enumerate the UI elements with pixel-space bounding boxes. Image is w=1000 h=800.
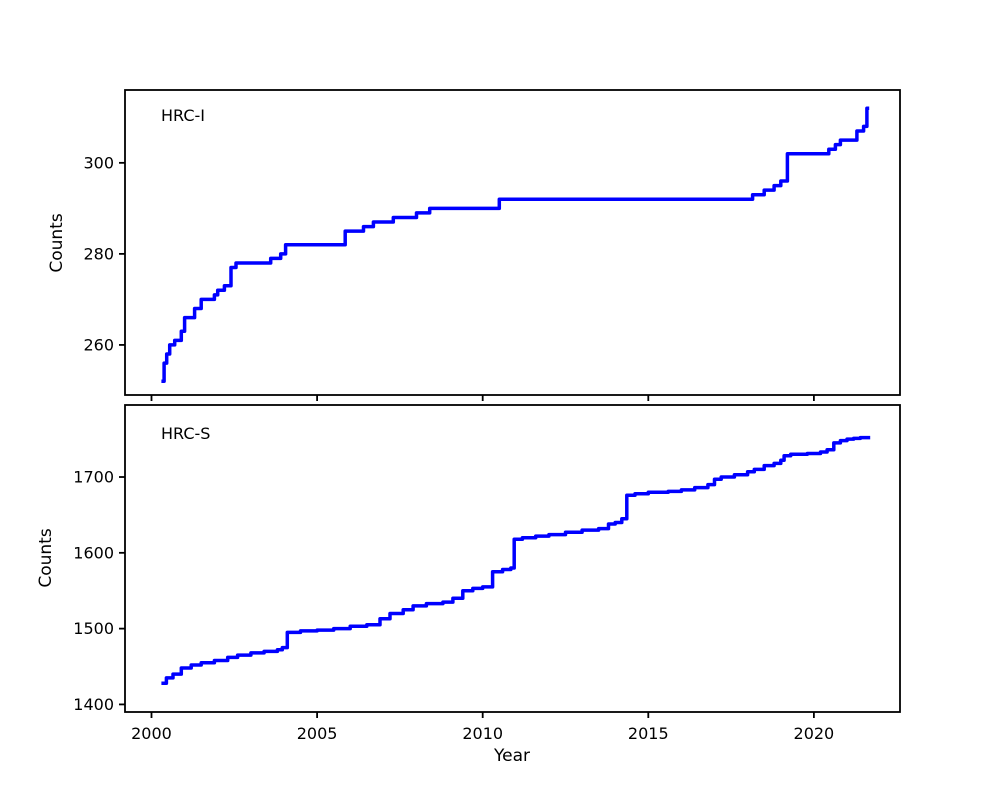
x-tick-label: 2015 — [628, 724, 669, 743]
y-tick-label: 1600 — [73, 543, 114, 562]
y-tick-label: 300 — [83, 153, 114, 172]
x-tick-label: 2000 — [131, 724, 172, 743]
data-line-hrc-s — [161, 435, 871, 685]
y-tick-label: 280 — [83, 244, 114, 263]
panel-label-hrc-i: HRC-I — [161, 106, 206, 125]
y-tick-label: 1400 — [73, 695, 114, 714]
y-tick-label: 1500 — [73, 619, 114, 638]
axes-frame-1 — [124, 404, 901, 713]
x-axis-label: Year — [494, 746, 530, 766]
y-tick-label: 1700 — [73, 468, 114, 487]
y-axis-label-bottom: Counts — [36, 528, 56, 588]
axes-frame-0 — [124, 89, 901, 396]
x-tick-label: 2010 — [462, 724, 503, 743]
y-tick-label: 260 — [83, 335, 114, 354]
x-tick-label: 2005 — [297, 724, 338, 743]
panel-label-hrc-s: HRC-S — [161, 424, 211, 443]
data-line-hrc-i — [161, 106, 870, 384]
x-tick-label: 2020 — [794, 724, 835, 743]
y-axis-label-top: Counts — [47, 213, 67, 273]
